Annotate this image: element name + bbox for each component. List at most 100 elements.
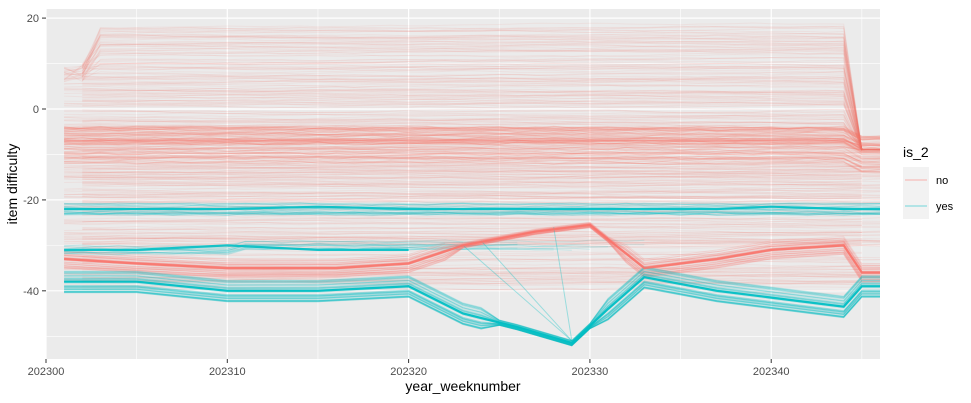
item-line-no	[64, 130, 880, 151]
item-line-no	[82, 178, 881, 186]
item-line-no	[64, 147, 881, 160]
item-line-no	[64, 127, 880, 151]
item-line-yes	[64, 240, 464, 249]
item-line-no	[82, 162, 862, 169]
item-line-no	[64, 132, 863, 151]
item-line-yes	[64, 239, 645, 247]
item-line-no	[82, 201, 862, 206]
item-line-no	[82, 134, 880, 151]
item-line-no	[82, 79, 880, 151]
x-tick-label: 202330	[572, 366, 609, 378]
item-line-no	[64, 75, 863, 151]
item-line-no	[82, 83, 880, 151]
item-line-no	[64, 145, 880, 151]
item-line-no	[64, 252, 862, 256]
item-line-no	[82, 74, 880, 151]
item-line-no	[81, 49, 863, 150]
item-line-no	[82, 261, 881, 267]
item-line-no	[82, 101, 863, 151]
item-line-no	[64, 114, 880, 151]
item-line-no	[64, 235, 881, 241]
item-line-yes	[64, 211, 881, 215]
item-line-yes	[64, 212, 881, 216]
item-line-yes	[64, 204, 881, 208]
item-line-no	[82, 93, 863, 151]
item-line-no	[64, 183, 881, 190]
item-line-no	[64, 210, 881, 217]
item-line-no	[64, 152, 881, 165]
item-line-yes	[64, 281, 880, 345]
item-line-yes	[64, 202, 881, 206]
item-line-no	[64, 229, 862, 237]
item-line-no	[82, 193, 881, 198]
item-line-no	[64, 235, 862, 241]
item-line-no	[64, 160, 862, 167]
item-line-yes	[64, 270, 880, 343]
item-line-no	[64, 130, 881, 144]
item-line-no	[64, 175, 881, 179]
item-line-no	[64, 225, 880, 278]
item-line-no	[81, 26, 863, 150]
item-line-no	[63, 29, 880, 151]
item-line-no	[64, 145, 880, 151]
item-line-no	[64, 141, 881, 155]
item-line-no	[63, 25, 863, 150]
item-line-no	[82, 125, 863, 151]
item-line-no	[82, 78, 880, 151]
item-line-no	[64, 165, 881, 170]
item-line-no	[64, 178, 862, 184]
item-line-no	[64, 150, 881, 163]
item-line-no	[64, 230, 862, 235]
item-line-yes	[64, 211, 881, 215]
item-line-no	[64, 72, 880, 151]
item-line-no	[64, 150, 881, 163]
item-line-no	[82, 66, 863, 151]
item-line-no	[64, 125, 881, 137]
item-line-no	[64, 199, 881, 205]
item-line-yes	[64, 286, 880, 347]
item-line-no	[64, 221, 880, 265]
item-line-no	[81, 27, 863, 150]
item-line-no	[82, 103, 863, 151]
item-line-no	[64, 222, 880, 268]
item-line-no	[64, 231, 881, 236]
item-line-no	[82, 179, 881, 185]
item-line-no	[82, 236, 862, 243]
item-line-yes	[64, 267, 880, 342]
item-line-no	[82, 73, 863, 151]
item-line-no	[81, 36, 863, 150]
item-line-no	[82, 271, 881, 278]
item-line-no	[82, 62, 880, 151]
item-line-no	[82, 115, 863, 151]
item-line-no	[82, 276, 881, 285]
series-line-yes	[64, 205, 880, 211]
item-line-no	[81, 33, 880, 151]
item-line-no	[64, 131, 863, 151]
item-line-yes	[64, 286, 880, 347]
item-line-no	[64, 133, 881, 146]
item-line-yes	[64, 210, 881, 214]
item-line-yes	[64, 266, 880, 342]
item-line-yes	[64, 202, 881, 206]
item-line-no	[82, 175, 862, 180]
item-line-yes	[64, 211, 881, 215]
item-line-no	[82, 217, 881, 224]
item-line-yes	[64, 284, 880, 346]
item-line-no	[64, 162, 881, 171]
item-line-no	[82, 195, 862, 204]
item-line-no	[64, 146, 881, 160]
item-line-no	[82, 62, 880, 151]
item-line-no	[64, 125, 881, 138]
legend-key-yes	[903, 193, 929, 219]
item-line-no	[82, 181, 862, 186]
item-line-yes	[64, 242, 445, 251]
item-line-no	[64, 137, 881, 150]
item-line-no	[82, 189, 862, 195]
item-line-yes	[64, 282, 880, 346]
item-line-no	[64, 83, 863, 151]
item-line-no	[82, 242, 881, 248]
item-line-no	[82, 167, 862, 172]
item-line-no	[64, 226, 880, 280]
item-line-no	[64, 153, 862, 158]
item-line-no	[64, 112, 880, 151]
